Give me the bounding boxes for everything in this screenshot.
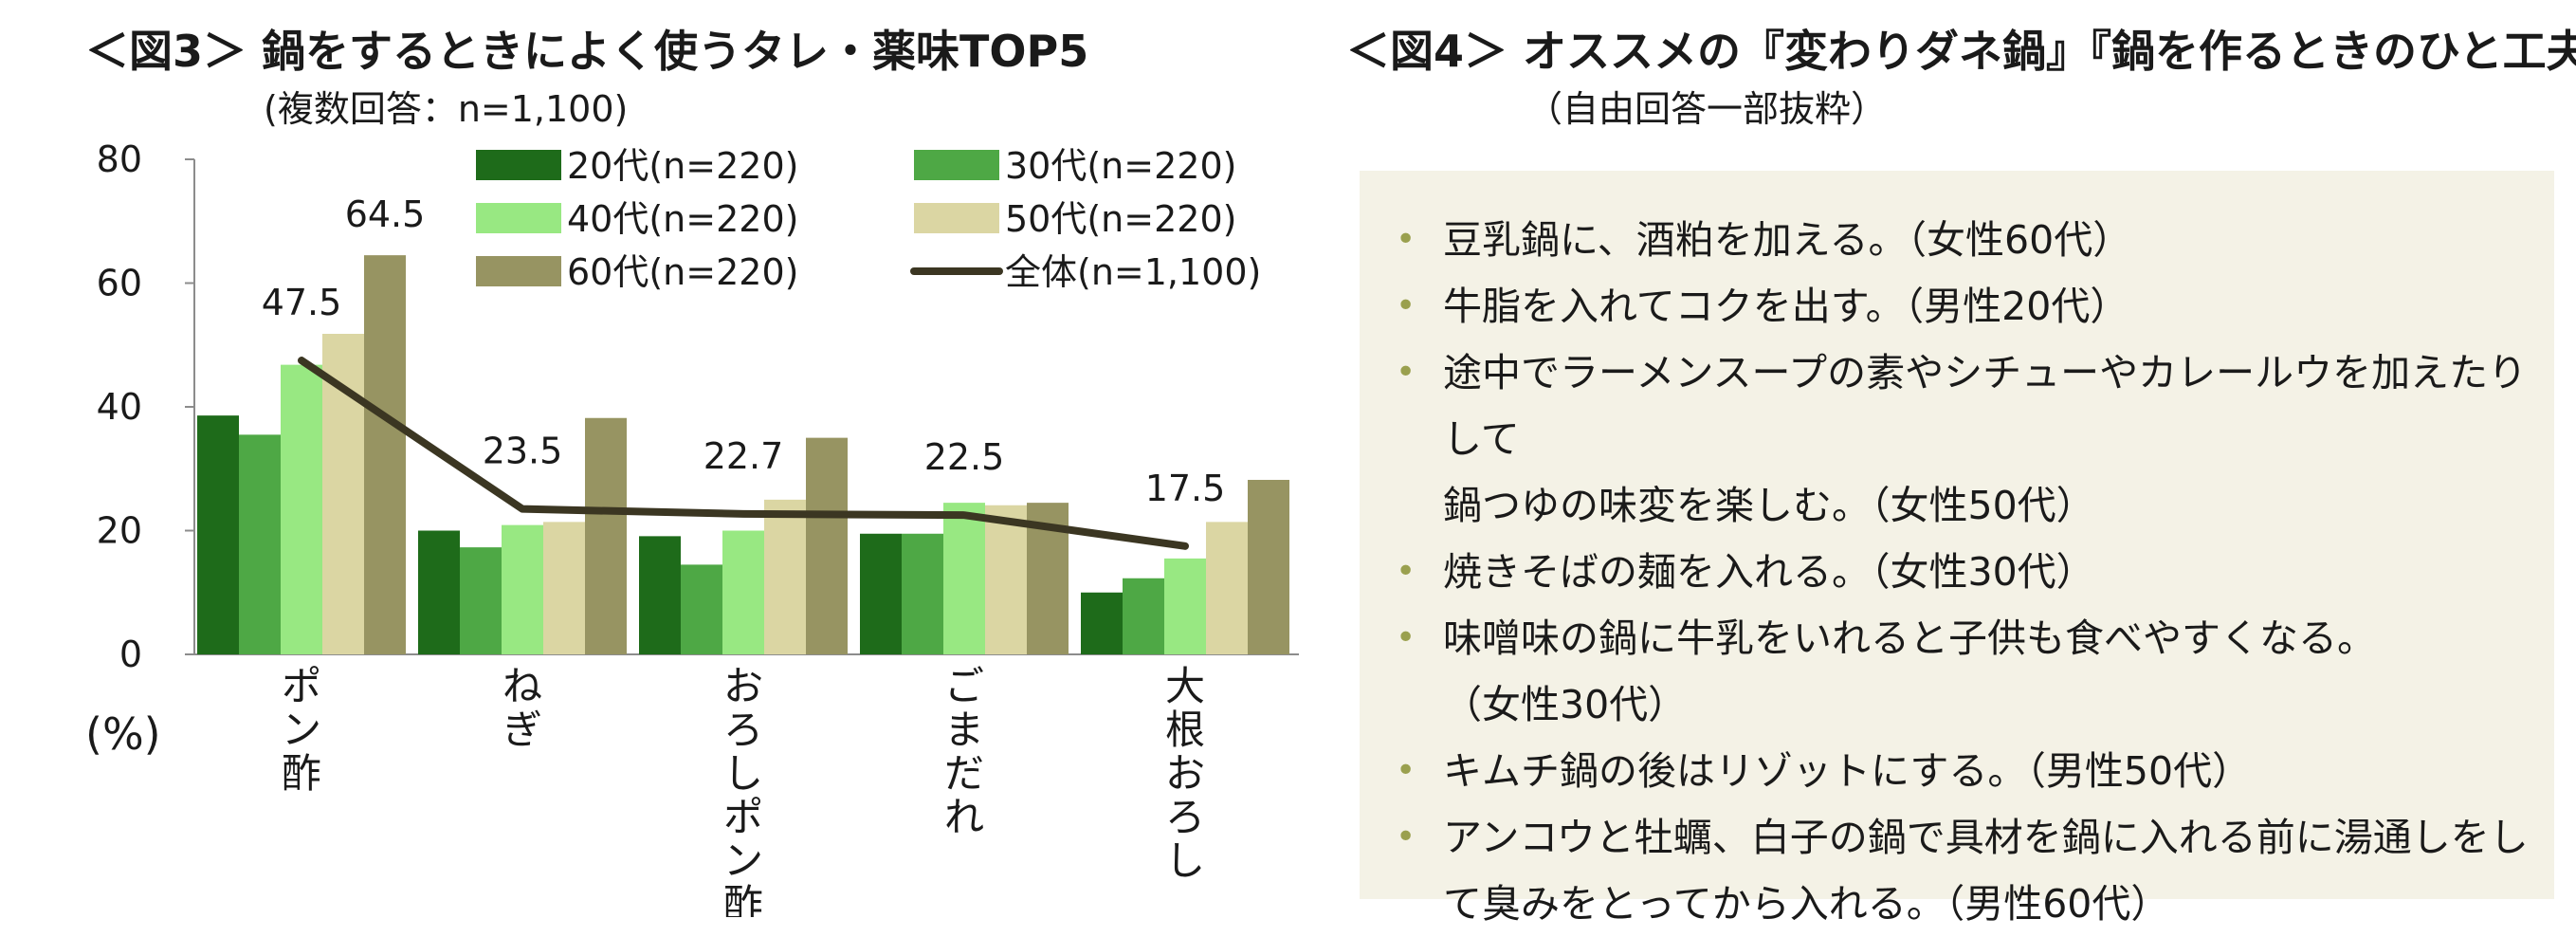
- category-label: ポ: [282, 663, 321, 709]
- comments-panel: • 豆乳鍋に、酒粕を加える。（女性60代） • 牛脂を入れてコクを出す。（男性20代）…: [1360, 171, 2554, 927]
- bar: [985, 505, 1027, 654]
- bullet-icon: •: [1396, 552, 1416, 591]
- comment-item: • 豆乳鍋に、酒粕を加える。（女性60代）: [1384, 207, 2543, 273]
- figure4-subtitle: （自由回答一部抜粋）: [1526, 88, 1888, 130]
- category-label: れ: [944, 794, 984, 840]
- category-label: 大: [1165, 663, 1205, 709]
- comment-text: （女性30代）: [1443, 682, 1688, 727]
- category-label: ポ: [723, 794, 763, 840]
- total-data-label: 23.5: [483, 431, 563, 472]
- comment-text: 豆乳鍋に、酒粕を加える。（女性60代）: [1443, 217, 2132, 263]
- comment-list: • 豆乳鍋に、酒粕を加える。（女性60代） • 牛脂を入れてコクを出す。（男性20代）…: [1384, 207, 2543, 937]
- comment-text: 途中でラーメンスープの素やシチューやカレールウを加えたりして: [1443, 350, 2528, 462]
- bar: [764, 499, 806, 654]
- legend-swatch: [476, 150, 561, 180]
- legend-label: 30代(n=220): [1005, 145, 1236, 187]
- legend-swatch: [476, 203, 561, 233]
- bar: [239, 434, 281, 654]
- bar: [1206, 522, 1248, 654]
- category-label: し: [723, 750, 763, 797]
- peak-data-label: 64.5: [345, 193, 426, 235]
- category-label: 酢: [723, 881, 763, 917]
- legend-label: 20代(n=220): [567, 145, 798, 187]
- y-tick-label: 60: [97, 263, 142, 304]
- category-label: だ: [944, 750, 984, 797]
- bar: [681, 564, 722, 654]
- category-label: ン: [723, 837, 763, 884]
- bullet-icon: •: [1396, 751, 1416, 790]
- legend-swatch: [476, 256, 561, 286]
- bar: [502, 524, 543, 654]
- bar: [585, 417, 627, 654]
- category-label: ろ: [1165, 794, 1205, 840]
- bar: [281, 364, 322, 654]
- bar: [943, 503, 985, 654]
- y-tick-label: 0: [119, 634, 142, 675]
- bar: [639, 536, 681, 654]
- bullet-icon: •: [1396, 220, 1416, 259]
- bullet-icon: •: [1396, 618, 1416, 657]
- comment-item: • 焼きそばの麺を入れる。（女性30代）: [1384, 539, 2543, 605]
- bullet-icon: •: [1396, 286, 1416, 325]
- legend-label: 60代(n=220): [567, 251, 798, 293]
- bar: [806, 437, 848, 654]
- category-label: ろ: [723, 707, 763, 753]
- comment-item: • 途中でラーメンスープの素やシチューやカレールウを加えたりして鍋つゆの味変を楽し…: [1384, 340, 2543, 539]
- bar: [860, 533, 902, 654]
- legend-label: 40代(n=220): [567, 198, 798, 240]
- bar-chart: 020406080(%)ポン酢ねぎおろしポン酢ごまだれ大根おろし47.523.5…: [85, 138, 1299, 917]
- category-label: し: [1165, 837, 1205, 884]
- comment-item: • 牛脂を入れてコクを出す。（男性20代）: [1384, 273, 2543, 340]
- bar: [1164, 558, 1206, 654]
- category-label: ご: [944, 663, 984, 709]
- total-data-label: 22.7: [703, 435, 784, 477]
- category-label: ぎ: [502, 707, 542, 753]
- bar: [722, 530, 764, 654]
- category-label: お: [723, 663, 763, 709]
- bar: [1081, 592, 1123, 654]
- figure4-title: ＜図4＞ オススメの『変わりダネ鍋』『鍋を作るときのひと工夫』: [1346, 26, 2576, 77]
- legend-label: 全体(n=1,100): [1005, 251, 1261, 293]
- total-data-label: 17.5: [1145, 468, 1226, 509]
- y-tick-label: 80: [97, 138, 142, 180]
- category-label: 根: [1165, 707, 1205, 753]
- total-data-label: 47.5: [262, 282, 342, 323]
- y-unit-label: (%): [85, 708, 161, 760]
- comment-text: 味噌味の鍋に牛乳をいれると子供も食べやすくなる。: [1443, 615, 2376, 661]
- figure3-subtitle: (複数回答：n=1,100): [264, 88, 629, 130]
- figure3-title: ＜図3＞ 鍋をするときによく使うタレ・薬味TOP5: [85, 26, 1089, 77]
- y-tick-label: 40: [97, 386, 142, 428]
- comment-item: • アンコウと牡蠣、白子の鍋で具材を鍋に入れる前に湯通しをし て臭みをとってから入れ…: [1384, 804, 2543, 937]
- comment-text: キムチ鍋の後はリゾットにする。（男性50代）: [1443, 748, 2252, 794]
- bar: [460, 547, 502, 654]
- category-label: 酢: [282, 750, 321, 797]
- comment-text: 鍋つゆの味変を楽しむ。（女性50代）: [1443, 483, 2095, 528]
- comment-item: • 味噌味の鍋に牛乳をいれると子供も食べやすくなる。 （女性30代）: [1384, 605, 2543, 738]
- comment-text: 牛脂を入れてコクを出す。（男性20代）: [1443, 284, 2129, 329]
- category-label: ね: [502, 663, 542, 709]
- bar: [902, 533, 943, 654]
- total-data-label: 22.5: [924, 436, 1005, 478]
- bar: [364, 255, 406, 654]
- bar: [543, 522, 585, 654]
- category-label: お: [1165, 750, 1205, 797]
- comment-text: て臭みをとってから入れる。（男性60代）: [1443, 881, 2170, 927]
- bar: [1123, 578, 1164, 654]
- total-line: [298, 357, 1189, 550]
- bullet-icon: •: [1396, 818, 1416, 856]
- bar: [418, 530, 460, 654]
- legend-label: 50代(n=220): [1005, 198, 1236, 240]
- bar: [1248, 479, 1289, 654]
- comment-item: • キムチ鍋の後はリゾットにする。（男性50代）: [1384, 738, 2543, 804]
- legend-swatch: [914, 203, 999, 233]
- category-label: ま: [944, 707, 984, 753]
- category-label: ン: [282, 707, 321, 753]
- y-tick-label: 20: [97, 510, 142, 552]
- comment-text: 焼きそばの麺を入れる。（女性30代）: [1443, 549, 2095, 595]
- comment-text: アンコウと牡蠣、白子の鍋で具材を鍋に入れる前に湯通しをし: [1443, 815, 2529, 860]
- bullet-icon: •: [1396, 353, 1416, 392]
- legend-swatch: [914, 150, 999, 180]
- bar: [197, 415, 239, 654]
